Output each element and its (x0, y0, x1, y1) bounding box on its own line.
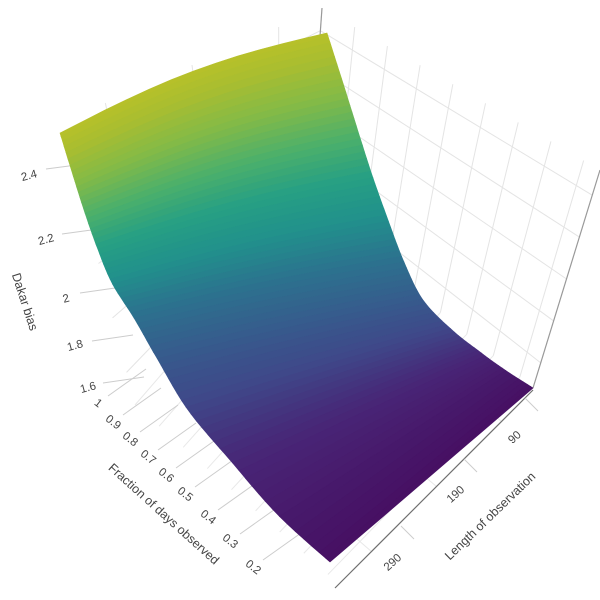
x-axis-line (334, 389, 534, 589)
y-tick-line (107, 368, 147, 397)
z-tick-label: 2.4 (20, 168, 39, 184)
x-tick-line (463, 458, 478, 473)
grid-line (317, 68, 580, 238)
y-tick-line (122, 387, 162, 416)
y-tick-line (139, 404, 179, 433)
x-tick-line (524, 397, 539, 412)
surface-band (324, 386, 534, 563)
x-tick-line (400, 525, 415, 540)
grid-line (320, 30, 593, 196)
z-tick-label: 2 (62, 292, 71, 305)
y-tick-line (217, 482, 257, 511)
surface-mesh[interactable] (59, 32, 534, 563)
box-edge-right (532, 169, 600, 389)
y-tick-line (194, 459, 234, 488)
z-tick-line (102, 376, 145, 384)
z-tick-line (91, 334, 134, 342)
y-tick-line (239, 506, 279, 535)
z-tick-label: 1.8 (66, 338, 85, 354)
y-tick-line (157, 422, 197, 451)
y-tick-line (262, 532, 302, 561)
tick-labels: 2.42.221.81.610.90.80.70.60.50.40.30.290… (20, 168, 524, 577)
y-tick-line (175, 440, 215, 469)
z-tick-label: 1.6 (79, 380, 98, 396)
z-tick-label: 2.2 (37, 232, 56, 248)
